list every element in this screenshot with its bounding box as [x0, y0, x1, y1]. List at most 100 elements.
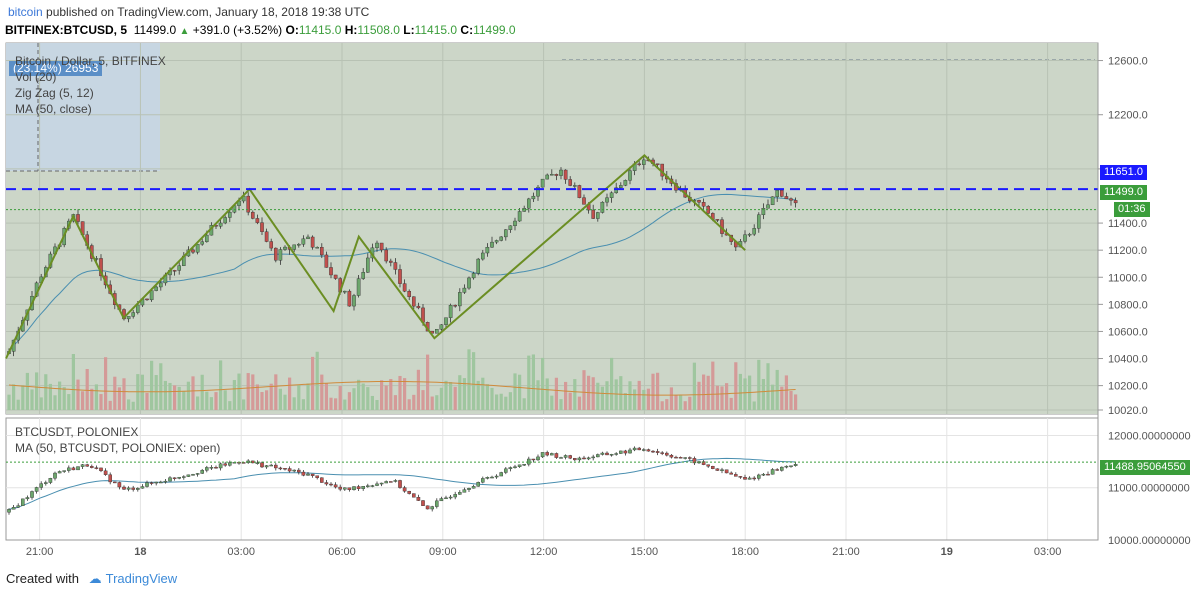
volume-bar	[458, 375, 462, 410]
volume-bar	[412, 394, 416, 410]
legend-volume[interactable]: Vol (20)	[15, 70, 57, 84]
candle-body	[384, 249, 389, 262]
main-pane-legend[interactable]: Bitcoin / Dollar, 5, BITFINEX Vol (20) Z…	[15, 53, 166, 117]
volume-bar	[623, 393, 627, 410]
volume-bar	[12, 384, 16, 410]
volume-bar	[720, 386, 724, 410]
volume-bar	[577, 396, 581, 410]
volume-bar	[384, 385, 388, 410]
price-tick-label: 12200.0	[1108, 110, 1148, 122]
lower-candle-body	[683, 457, 687, 459]
open-value: 11415.0	[298, 23, 342, 37]
lower-candle-body	[135, 488, 140, 490]
lower-candle-body	[665, 452, 669, 456]
candle-body	[471, 273, 476, 279]
lower-candle-body	[287, 468, 292, 472]
time-axis[interactable]: 21:00 18 03:00 06:00 09:00 12:00 15:00 18:00 21:…	[26, 546, 1062, 558]
volume-bar	[780, 386, 784, 410]
tradingview-link[interactable]: TradingView	[105, 571, 178, 586]
lower-candle-body	[320, 477, 324, 483]
lower-candle-body	[416, 497, 421, 501]
candle-body	[264, 231, 269, 242]
lower-candle-body	[586, 457, 591, 460]
lower-candle-body	[85, 464, 89, 467]
lower-price-axis[interactable]: 12000.00000000 11000.00000000 10000.000000…	[1108, 430, 1191, 547]
candle-body	[246, 195, 251, 213]
lower-candle-body	[540, 452, 545, 458]
lower-candle-body	[76, 466, 80, 471]
volume-bar	[205, 391, 209, 410]
candle-body	[609, 192, 614, 198]
legend-lower-symbol[interactable]: BTCUSDT, POLONIEX	[15, 425, 139, 439]
legend-ma[interactable]: MA (50, close)	[15, 102, 92, 116]
price-tick-label: 12600.0	[1108, 56, 1148, 68]
candle-body	[715, 219, 720, 221]
candle-body	[255, 218, 260, 223]
volume-bar	[688, 396, 692, 410]
lower-candle-body	[596, 454, 600, 458]
lower-candle-body	[780, 466, 784, 471]
lower-candle-body	[651, 450, 655, 453]
candle-body	[757, 214, 761, 229]
volume-bar	[761, 378, 765, 410]
candle-body	[637, 163, 641, 166]
volume-bar	[407, 399, 411, 410]
lower-candle-body	[559, 457, 563, 459]
candle-body	[577, 185, 582, 198]
candle-body	[329, 267, 333, 276]
lower-candle-body	[513, 466, 517, 468]
lower-candle-body	[752, 477, 756, 480]
volume-bar	[596, 382, 600, 410]
lower-candle-body	[789, 465, 793, 467]
volume-bars	[7, 349, 798, 410]
volume-bar	[329, 397, 333, 410]
volume-bar	[154, 375, 158, 410]
lower-ma-path	[8, 457, 796, 510]
lower-candle-body	[204, 467, 209, 471]
tradingview-logo-icon[interactable]: ☁	[88, 571, 102, 586]
volume-bar	[301, 399, 305, 410]
legend-zigzag[interactable]: Zig Zag (5, 12)	[15, 86, 94, 100]
lower-candle-body	[563, 455, 568, 458]
lower-candle-body	[149, 482, 154, 484]
candle-body	[76, 214, 80, 222]
volume-bar	[127, 399, 131, 410]
volume-bar	[522, 398, 526, 410]
candle-body	[591, 209, 595, 219]
symbol-label[interactable]: BITFINEX:BTCUSD, 5	[5, 23, 128, 37]
lower-candle-body	[30, 491, 34, 498]
candle-body	[407, 291, 412, 297]
candle-body	[379, 242, 384, 251]
lower-candle-body	[692, 458, 697, 464]
volume-bar	[173, 385, 177, 410]
volume-bar	[389, 379, 393, 410]
candle-body	[154, 286, 159, 291]
brand-link[interactable]: bitcoin	[8, 5, 43, 19]
price-tick-label: 11200.0	[1108, 245, 1147, 257]
lower-candle-body	[11, 507, 16, 510]
lower-candle-body	[172, 477, 177, 479]
volume-bar	[278, 388, 282, 410]
volume-bar	[375, 399, 379, 410]
lower-candle-body	[191, 474, 195, 476]
volume-bar	[449, 382, 453, 410]
lower-candle-body	[366, 485, 370, 487]
lower-candle-body	[522, 464, 526, 466]
volume-bar	[62, 387, 66, 410]
volume-bar	[255, 384, 259, 410]
volume-bar	[113, 376, 117, 410]
legend-symbol[interactable]: Bitcoin / Dollar, 5, BITFINEX	[15, 54, 166, 68]
legend-lower-ma[interactable]: MA (50, BTCUSDT, POLONIEX: open)	[15, 441, 221, 455]
lower-pane-legend[interactable]: BTCUSDT, POLONIEX MA (50, BTCUSDT, POLON…	[15, 424, 220, 456]
volume-bar	[614, 379, 618, 410]
lower-candle-body	[582, 457, 586, 460]
lower-candle-body	[619, 450, 623, 454]
lower-candle-body	[678, 457, 683, 459]
volume-bar	[352, 388, 356, 410]
price-tick-label: 10800.0	[1108, 299, 1148, 311]
main-price-axis[interactable]: 12600.012200.011800.011400.011200.011000…	[1098, 56, 1148, 417]
close-label: C:	[460, 23, 474, 37]
lower-candle-body	[724, 469, 729, 474]
volume-bar	[771, 384, 775, 410]
